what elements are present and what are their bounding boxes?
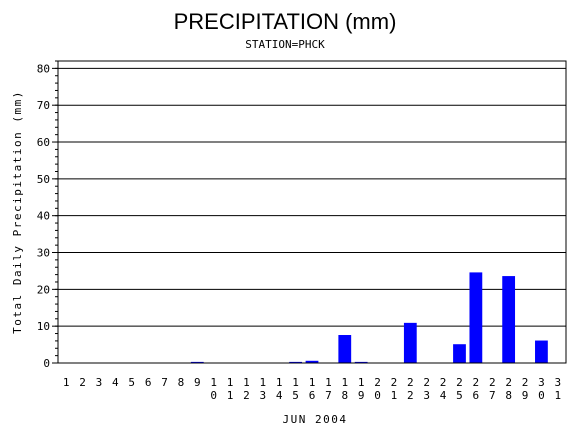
bar (453, 344, 466, 363)
bar (289, 361, 303, 363)
x-tick-label: 2 (79, 376, 86, 389)
bars (190, 272, 548, 363)
x-tick-label: 3 (96, 376, 103, 389)
chart-subtitle: STATION=PHCK (245, 38, 325, 51)
y-tick-label: 80 (37, 62, 50, 75)
bar (305, 360, 319, 363)
x-tick-label: 1 (63, 376, 70, 389)
y-tick-label: 40 (37, 210, 50, 223)
svg-text:Total Daily Precipitation (mm): Total Daily Precipitation (mm) (11, 90, 24, 334)
y-tick-label: 50 (37, 173, 50, 186)
x-tick-label: 8 (178, 376, 185, 389)
y-axis-ticks: 0 10 20 30 40 50 60 70 80 (37, 60, 58, 370)
bar (403, 322, 417, 363)
chart-title: PRECIPITATION (mm) (174, 9, 397, 34)
bar (502, 276, 516, 363)
plot-area-frame (57, 60, 567, 364)
y-tick-label: 10 (37, 320, 50, 333)
y-tick-label: 60 (37, 136, 50, 149)
gridlines (58, 67, 566, 327)
x-axis-ticks: 1 2 3 4 5 6 7 8 9 1 01 11 21 31 41 51 61 71 81 92 02 12 22 32 42… (63, 376, 561, 402)
y-tick-label: 0 (43, 357, 50, 370)
bar (338, 335, 352, 363)
x-tick-label: 7 (161, 376, 168, 389)
y-axis-label: Total Daily Precipitation (mm) (11, 90, 24, 334)
x-tick-label: 9 (194, 376, 201, 389)
x-tick-label: 6 (145, 376, 152, 389)
y-tick-label: 70 (37, 99, 50, 112)
y-tick-label: 20 (37, 283, 50, 296)
x-tick-label: 5 (128, 376, 135, 389)
y-tick-label: 30 (37, 247, 50, 260)
bar (190, 361, 204, 363)
x-tick-label: 4 (112, 376, 119, 389)
bar (354, 361, 368, 363)
bar (535, 340, 548, 363)
bar (469, 272, 483, 363)
x-axis-label: JUN 2004 (283, 413, 348, 426)
